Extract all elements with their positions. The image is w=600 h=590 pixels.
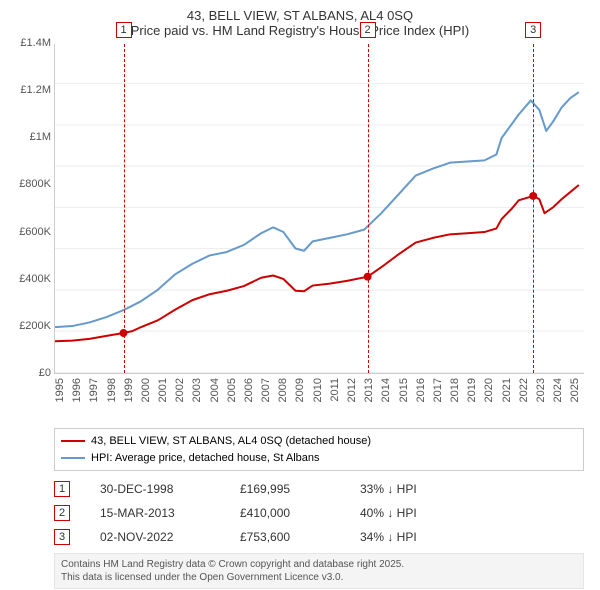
y-axis-label: £800K: [19, 178, 51, 190]
sales-row: 1 30-DEC-1998 £169,995 33% ↓ HPI: [54, 481, 584, 497]
sales-row: 3 02-NOV-2022 £753,600 34% ↓ HPI: [54, 529, 584, 545]
sales-hpi: 34% ↓ HPI: [360, 530, 450, 544]
x-axis-label: 2017: [432, 378, 444, 402]
legend-item: HPI: Average price, detached house, St A…: [61, 450, 577, 467]
sale-marker-line: [124, 44, 125, 373]
sales-date: 02-NOV-2022: [100, 530, 210, 544]
x-axis-label: 2010: [312, 378, 324, 402]
title-address: 43, BELL VIEW, ST ALBANS, AL4 0SQ: [10, 8, 590, 23]
series-line: [55, 185, 579, 341]
x-axis-label: 2007: [260, 378, 272, 402]
x-axis-label: 2012: [346, 378, 358, 402]
chart-container: 43, BELL VIEW, ST ALBANS, AL4 0SQ Price …: [0, 0, 600, 590]
x-axis-label: 2001: [157, 378, 169, 402]
x-axis-label: 2021: [501, 378, 513, 402]
x-axis-label: 2013: [363, 378, 375, 402]
legend: 43, BELL VIEW, ST ALBANS, AL4 0SQ (detac…: [54, 428, 584, 471]
legend-swatch: [61, 457, 85, 459]
sale-marker-line: [533, 44, 534, 373]
x-axis-label: 2008: [277, 378, 289, 402]
sales-table: 1 30-DEC-1998 £169,995 33% ↓ HPI 2 15-MAR-201…: [54, 481, 584, 545]
x-axis-label: 2020: [483, 378, 495, 402]
x-axis-label: 2011: [329, 378, 341, 402]
sales-date: 30-DEC-1998: [100, 482, 210, 496]
x-axis-label: 2024: [552, 378, 564, 402]
x-axis-label: 2002: [174, 378, 186, 402]
sales-price: £169,995: [240, 482, 330, 496]
x-axis-label: 2006: [243, 378, 255, 402]
x-axis-label: 2023: [535, 378, 547, 402]
x-axis-label: 2003: [191, 378, 203, 402]
sale-marker-label: 1: [116, 22, 132, 38]
sales-hpi: 40% ↓ HPI: [360, 506, 450, 520]
x-axis-label: 2009: [294, 378, 306, 402]
attribution-line1: Contains HM Land Registry data © Crown c…: [61, 558, 577, 571]
x-axis-label: 1995: [54, 378, 66, 402]
series-line: [55, 92, 579, 327]
x-axis-label: 2004: [209, 378, 221, 402]
sales-price: £753,600: [240, 530, 330, 544]
legend-swatch: [61, 440, 85, 442]
y-axis-label: £1M: [30, 131, 51, 143]
x-axis-label: 2000: [140, 378, 152, 402]
legend-label: HPI: Average price, detached house, St A…: [91, 450, 320, 467]
x-axis-label: 2018: [449, 378, 461, 402]
chart-title: 43, BELL VIEW, ST ALBANS, AL4 0SQ Price …: [10, 8, 590, 38]
legend-item: 43, BELL VIEW, ST ALBANS, AL4 0SQ (detac…: [61, 433, 577, 450]
x-axis-label: 2019: [466, 378, 478, 402]
y-axis-label: £1.4M: [20, 37, 51, 49]
x-axis-label: 2022: [518, 378, 530, 402]
sale-marker-label: 2: [360, 22, 376, 38]
y-axis-label: £600K: [19, 226, 51, 238]
x-axis-label: 2025: [569, 378, 581, 402]
sales-hpi: 33% ↓ HPI: [360, 482, 450, 496]
sales-marker: 3: [54, 529, 70, 545]
plot-area: £0£200K£400K£600K£800K£1M£1.2M£1.4M123: [54, 44, 584, 374]
x-axis-label: 2005: [226, 378, 238, 402]
x-axis-label: 2015: [398, 378, 410, 402]
sales-date: 15-MAR-2013: [100, 506, 210, 520]
y-axis-label: £1.2M: [20, 84, 51, 96]
x-axis-label: 1997: [88, 378, 100, 402]
title-subtitle: Price paid vs. HM Land Registry's House …: [10, 23, 590, 38]
sales-marker: 2: [54, 505, 70, 521]
x-axis-label: 1996: [71, 378, 83, 402]
sale-marker-line: [368, 44, 369, 373]
y-axis-label: £0: [39, 367, 51, 379]
attribution: Contains HM Land Registry data © Crown c…: [54, 553, 584, 589]
chart-lines: [55, 44, 584, 373]
sales-row: 2 15-MAR-2013 £410,000 40% ↓ HPI: [54, 505, 584, 521]
x-axis-label: 2014: [380, 378, 392, 402]
x-axis-label: 1999: [123, 378, 135, 402]
sale-marker-label: 3: [525, 22, 541, 38]
x-axis-label: 1998: [106, 378, 118, 402]
legend-label: 43, BELL VIEW, ST ALBANS, AL4 0SQ (detac…: [91, 433, 371, 450]
attribution-line2: This data is licensed under the Open Gov…: [61, 571, 577, 584]
y-axis-label: £400K: [19, 273, 51, 285]
x-axis-label: 2016: [415, 378, 427, 402]
x-axis: 1995 1996 1997 1998 1999 2000 2001 2002 2003 2004…: [54, 374, 584, 424]
sales-price: £410,000: [240, 506, 330, 520]
sales-marker: 1: [54, 481, 70, 497]
y-axis-label: £200K: [19, 320, 51, 332]
